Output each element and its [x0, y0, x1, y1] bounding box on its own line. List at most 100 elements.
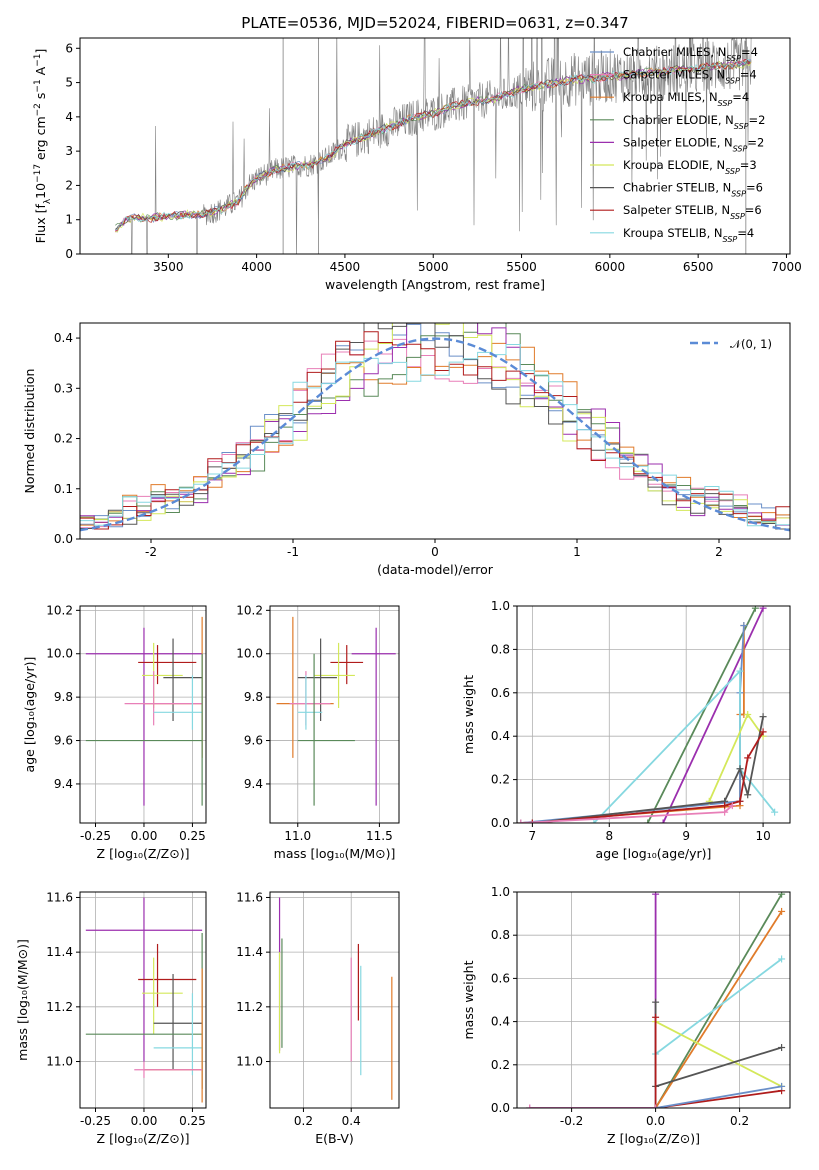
y-tick-label: 11.4	[46, 945, 73, 959]
x-tick-label: 0.00	[131, 829, 158, 843]
figure-title: PLATE=0536, MJD=52024, FIBERID=0631, z=0…	[241, 14, 628, 32]
x-tick-label: 7000	[771, 260, 802, 274]
axes-frame	[516, 891, 791, 1109]
errorbar-chabrier-elodie	[85, 653, 203, 806]
weight-marker	[652, 892, 660, 898]
x-tick-label: 10	[755, 829, 770, 843]
weight-marker	[740, 622, 748, 630]
y-tick-label: 6	[65, 41, 73, 55]
weight-line-kroupa-stelib	[654, 958, 783, 1108]
weight-line-chabrier-stelib	[654, 1002, 782, 1088]
weight-marker	[751, 606, 759, 612]
y-tick-label: 0.4	[491, 1015, 510, 1029]
x-tick-label: 0.25	[179, 1114, 206, 1128]
weight-marker	[659, 819, 667, 823]
legend-entry: Kroupa STELIB, NSSP=4	[623, 226, 754, 244]
y-tick-label: 5	[65, 76, 73, 90]
y-tick-label: 9.4	[54, 777, 73, 791]
histogram-chabrier-stelib	[80, 323, 790, 530]
weight-marker	[759, 606, 767, 612]
x-tick-label: 9	[682, 829, 690, 843]
y-tick-label: 0.6	[491, 971, 510, 985]
x-tick-label: 1	[573, 545, 581, 559]
weight-marker	[778, 907, 786, 915]
y-tick-label: 11.6	[46, 890, 73, 904]
errorbar-kroupa-elodie	[142, 957, 183, 1035]
weight-marker	[759, 728, 767, 736]
y-tick-label: 9.6	[54, 734, 73, 748]
weight-line-chabrier-elodie	[646, 607, 757, 823]
x-tick-label: -0.2	[560, 1114, 583, 1128]
x-tick-label: 5500	[506, 260, 537, 274]
weight-marker	[744, 791, 752, 799]
y-tick-label: 10.2	[236, 603, 263, 617]
y-axis-label: age [log₁₀(age/yr)]	[22, 657, 37, 773]
residual-histogram: -2 -1 0 1 2 0.0 0.1 0.2 0.3 0.4 (data-model)/error…	[22, 322, 791, 577]
y-tick-label: 0.0	[54, 532, 73, 546]
y-tick-label: 10.0	[46, 647, 73, 661]
axes-frame	[269, 605, 400, 824]
x-tick-label: 6500	[683, 260, 714, 274]
age-vs-mass: 11.0 11.5 9.4 9.6 9.8 10.0 10.2 mass [log₁₀(M/M…	[236, 603, 400, 861]
legend-entry: 𝒩(0, 1)	[730, 337, 772, 351]
weight-line-salpeter-stelib	[654, 1017, 782, 1108]
weight-line-salpeter-elodie	[529, 894, 657, 1108]
weight-line-kroupa-elodie	[655, 1020, 783, 1088]
mass-vs-ebv: 0.2 0.4 11.0 11.2 11.4 11.6 E(B-V)	[236, 890, 400, 1146]
x-tick-label: 0.25	[179, 829, 206, 843]
y-tick-label: 0.4	[491, 729, 510, 743]
x-axis-label: Z [log₁₀(Z/Z⊙)]	[607, 1131, 700, 1146]
x-tick-label: 4500	[330, 260, 361, 274]
weight-vs-metallicity: -0.2 0.0 0.2 0.0 0.2 0.4 0.6 0.8 1.0 Z [log₁₀(Z/Z…	[461, 885, 791, 1146]
legend-entry: Kroupa ELODIE, NSSP=3	[623, 158, 757, 176]
errorbar-kroupa-stelib	[153, 993, 203, 1076]
y-tick-label: 0.1	[54, 482, 73, 496]
x-tick-label: 0.2	[730, 1114, 749, 1128]
y-tick-label: 11.2	[236, 1000, 263, 1014]
x-axis-label: Z [log₁₀(Z/Z⊙)]	[97, 846, 190, 861]
y-tick-label: 9.6	[244, 734, 263, 748]
y-tick-label: 0.2	[54, 432, 73, 446]
axes-frame	[79, 37, 791, 255]
x-tick-label: 0.0	[646, 1114, 665, 1128]
weight-marker	[721, 808, 729, 816]
model-spectrum-kroupa-elodie	[115, 60, 752, 233]
weight-marker	[652, 998, 660, 1006]
errorbar-chabrier-stelib	[153, 974, 203, 1070]
histogram-kroupa-elodie	[80, 323, 790, 523]
x-tick-label: 11.0	[284, 829, 311, 843]
weight-marker	[771, 808, 779, 816]
y-tick-label: 0.8	[491, 928, 510, 942]
y-tick-label: 9.8	[244, 690, 263, 704]
x-tick-label: 2	[715, 545, 723, 559]
y-tick-label: 11.0	[236, 1055, 263, 1069]
x-tick-label: 4000	[241, 260, 272, 274]
weight-marker	[528, 819, 536, 823]
plot-area	[80, 323, 790, 532]
errorbar-chabrier-stelib	[297, 638, 337, 722]
model-spectrum-kroupa-stelib	[115, 59, 752, 230]
y-tick-label: 11.4	[236, 945, 263, 959]
y-tick-label: 0.6	[491, 686, 510, 700]
y-tick-label: 0.2	[491, 1058, 510, 1072]
y-axis-label: Flux [fλ10−17 erg cm−2 s−1 A−1]	[33, 49, 53, 244]
weight-marker	[778, 1082, 786, 1090]
axes-frame	[79, 891, 207, 1109]
weight-marker	[736, 765, 744, 773]
x-tick-label: -0.25	[80, 1114, 111, 1128]
errorbar-chabrier-stelib	[163, 638, 203, 722]
weight-marker	[744, 754, 752, 762]
errorbar-salpeter-elodie	[351, 627, 396, 806]
weight-marker	[652, 1104, 660, 1108]
weight-marker	[778, 892, 786, 898]
x-axis-label: E(B-V)	[315, 1131, 354, 1146]
errorbar-kroupa-miles	[276, 616, 334, 758]
normal-curve	[80, 337, 790, 532]
plot-area	[278, 897, 393, 1100]
y-tick-label: 0.8	[491, 642, 510, 656]
weight-marker	[590, 819, 598, 823]
plot-area	[85, 616, 203, 806]
x-tick-label: 0.2	[294, 1114, 313, 1128]
plot-area	[276, 616, 396, 806]
x-tick-label: -0.25	[80, 829, 111, 843]
